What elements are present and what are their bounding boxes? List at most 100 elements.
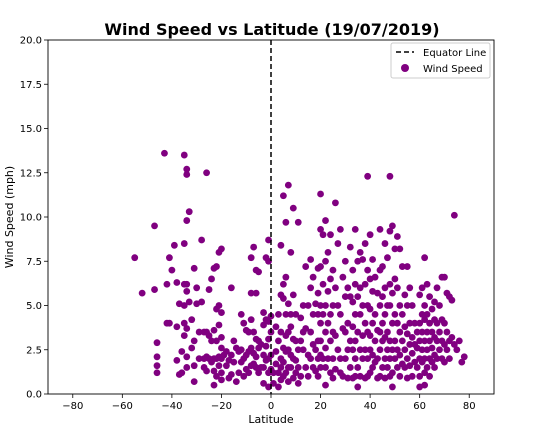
data-point	[428, 328, 436, 336]
data-point	[351, 372, 359, 380]
data-point	[433, 284, 441, 292]
data-point	[292, 356, 300, 364]
data-point	[131, 254, 139, 262]
data-point	[421, 316, 429, 324]
data-point	[190, 337, 198, 345]
data-point	[282, 369, 290, 377]
data-point	[332, 365, 339, 373]
data-point	[341, 355, 349, 362]
data-point	[188, 316, 196, 324]
data-point	[393, 233, 401, 240]
data-point	[371, 273, 379, 281]
data-point	[369, 319, 376, 327]
data-point	[339, 273, 347, 281]
data-point	[270, 369, 277, 377]
data-point	[386, 337, 394, 345]
data-point	[218, 245, 225, 253]
data-point	[351, 280, 359, 288]
data-point	[170, 241, 178, 249]
data-point	[403, 263, 411, 270]
data-point	[275, 383, 282, 391]
data-point	[322, 381, 329, 389]
data-point	[277, 328, 285, 336]
data-point	[317, 302, 324, 309]
y-tick-label: 12.5	[20, 168, 42, 179]
data-point	[260, 351, 267, 359]
data-point	[371, 337, 379, 345]
data-point	[361, 346, 369, 354]
data-point	[185, 208, 193, 216]
data-point	[441, 341, 448, 348]
data-point	[329, 302, 337, 309]
data-point	[436, 346, 443, 354]
data-point	[195, 328, 203, 336]
data-point	[401, 346, 409, 354]
data-point	[329, 374, 337, 382]
data-point	[255, 369, 263, 377]
data-point	[284, 328, 292, 336]
data-point	[341, 293, 349, 301]
x-axis-label: Latitude	[248, 413, 294, 426]
data-point	[418, 284, 426, 292]
data-point	[446, 355, 453, 362]
data-point	[314, 372, 322, 380]
data-point	[441, 358, 448, 366]
data-point	[332, 332, 339, 339]
data-point	[411, 358, 419, 366]
data-point	[361, 240, 369, 247]
data-point	[265, 335, 272, 343]
data-point	[188, 344, 196, 352]
data-point	[255, 268, 263, 276]
data-point	[252, 353, 260, 361]
data-point	[180, 332, 188, 339]
x-tick-label: 60	[413, 401, 426, 412]
data-point	[322, 364, 329, 371]
data-point	[309, 310, 317, 318]
data-point	[408, 372, 416, 380]
data-point	[376, 225, 384, 233]
data-point	[364, 172, 372, 180]
data-point	[448, 296, 456, 304]
data-point	[153, 353, 161, 361]
data-point	[416, 319, 424, 327]
data-point	[455, 337, 463, 345]
data-point	[215, 302, 223, 309]
data-point	[250, 243, 258, 251]
data-point	[178, 348, 186, 355]
data-point	[324, 355, 332, 362]
data-point	[346, 364, 354, 371]
data-point	[349, 266, 357, 274]
data-point	[277, 241, 285, 249]
data-point	[284, 181, 292, 189]
data-point	[426, 337, 433, 345]
data-point	[173, 323, 181, 331]
data-point	[292, 310, 300, 318]
data-point	[153, 362, 161, 370]
data-point	[379, 263, 386, 270]
data-point	[384, 364, 391, 371]
data-point	[287, 249, 295, 256]
data-point	[322, 302, 329, 309]
data-point	[423, 280, 431, 288]
data-point	[284, 346, 292, 354]
x-tick-label: −40	[161, 401, 182, 412]
data-point	[376, 346, 384, 354]
data-point	[223, 362, 230, 370]
data-point	[450, 211, 458, 219]
data-point	[436, 328, 443, 336]
data-point	[275, 337, 282, 345]
data-point	[341, 328, 349, 336]
data-point	[327, 310, 334, 318]
data-point	[396, 302, 404, 309]
data-point	[379, 364, 386, 371]
data-point	[198, 236, 206, 244]
data-point	[247, 254, 255, 262]
data-point	[183, 353, 191, 361]
data-point	[237, 310, 245, 318]
data-point	[260, 321, 267, 329]
data-point	[428, 358, 436, 366]
data-point	[302, 325, 310, 332]
y-axis: 0.0 2.5 5.0 7.5 10.0 12.5 15.0 17.5 20.0	[20, 36, 48, 401]
legend-wind-speed-marker	[401, 64, 409, 72]
